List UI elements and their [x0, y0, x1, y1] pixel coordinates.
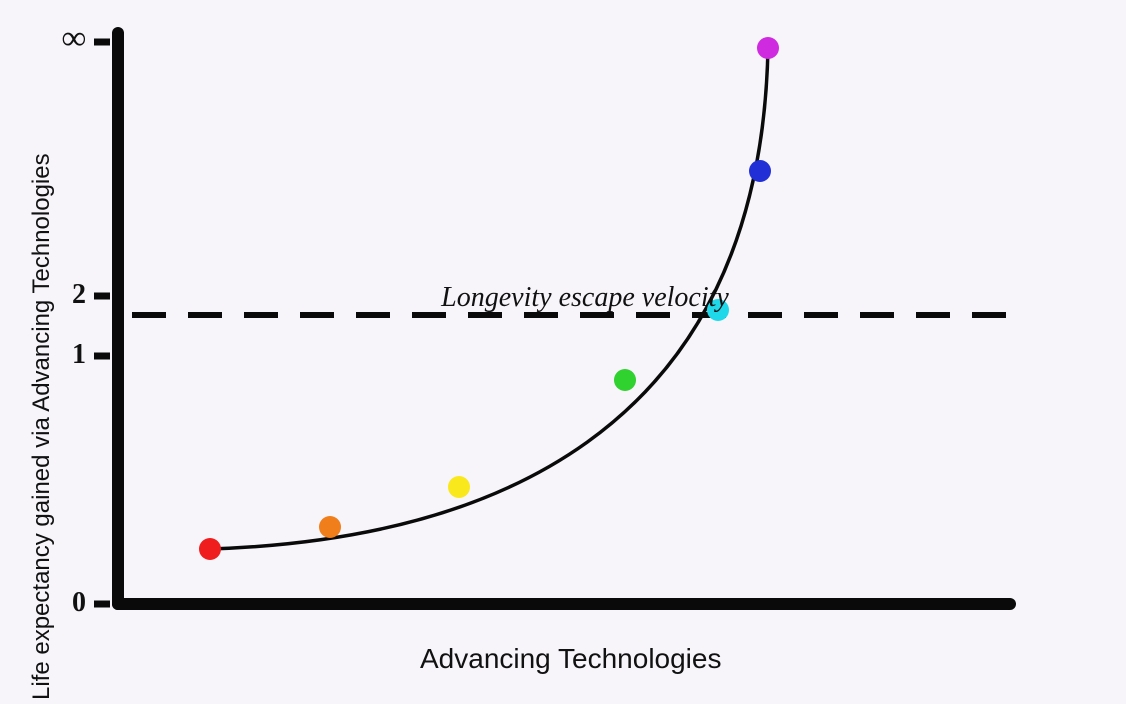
y-tick-label: ∞ [56, 20, 86, 58]
chart-svg [0, 0, 1126, 704]
y-tick-label: 0 [56, 587, 86, 619]
y-tick-label: 1 [56, 339, 86, 371]
x-axis-label: Advancing Technologies [420, 643, 721, 675]
data-point [448, 476, 470, 498]
longevity-escape-velocity-label: Longevity escape velocity [405, 282, 765, 314]
longevity-chart [0, 0, 1126, 704]
data-point [749, 160, 771, 182]
data-point [319, 516, 341, 538]
data-point [757, 37, 779, 59]
y-axis-label: Life expectancy gained via Advancing Tec… [28, 153, 56, 700]
data-point [199, 538, 221, 560]
data-point [614, 369, 636, 391]
y-tick-label: 2 [56, 279, 86, 311]
